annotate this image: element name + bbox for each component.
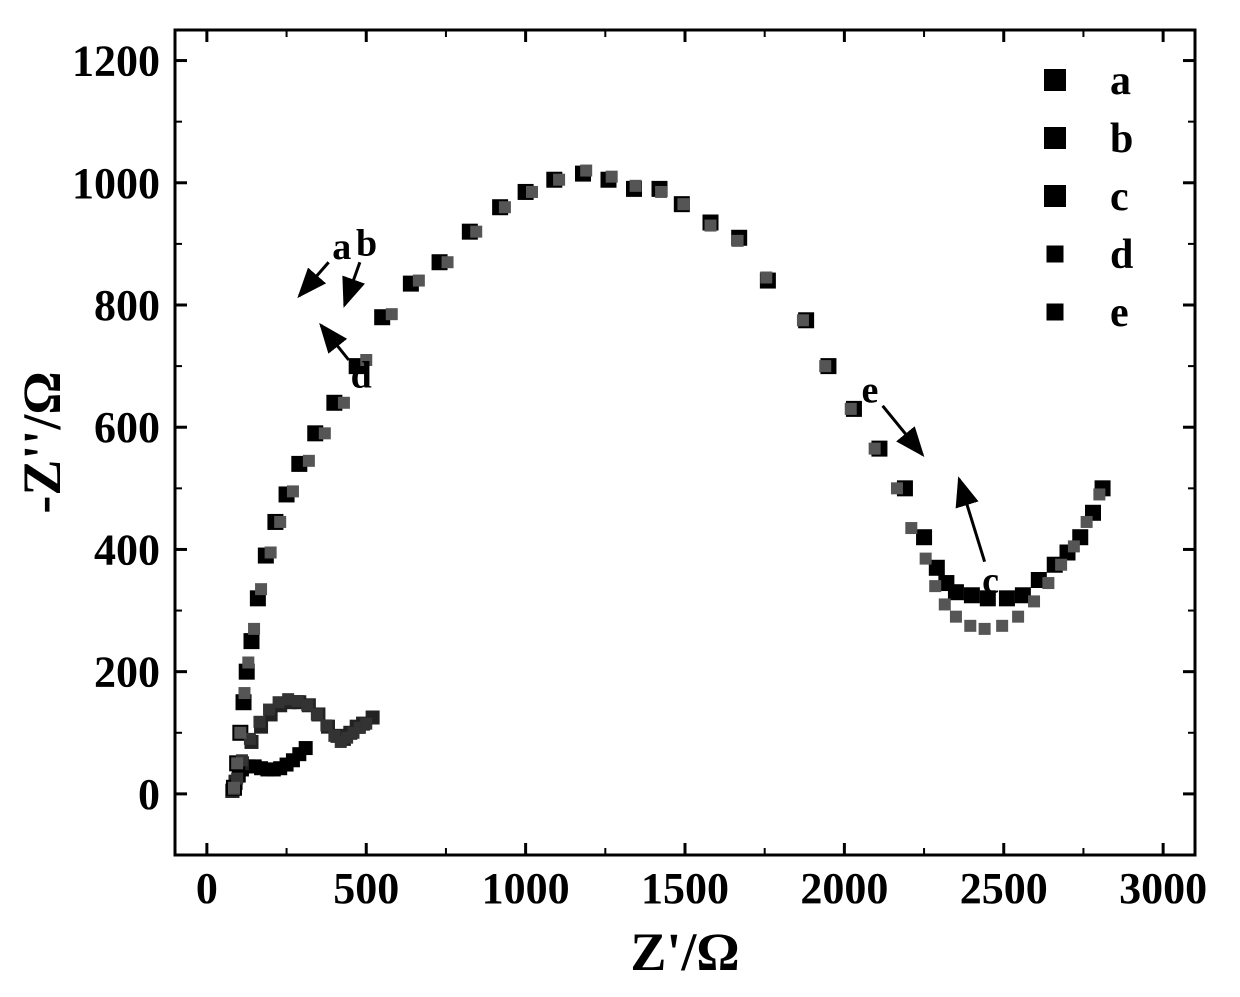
legend-item-e: e xyxy=(1110,290,1129,336)
x-axis-label: Z'/Ω xyxy=(630,922,739,982)
svg-text:1000: 1000 xyxy=(72,159,160,208)
svg-text:2000: 2000 xyxy=(800,864,888,913)
annotation-c: c xyxy=(982,560,999,602)
svg-text:2500: 2500 xyxy=(960,864,1048,913)
svg-text:500: 500 xyxy=(333,864,399,913)
svg-text:1500: 1500 xyxy=(641,864,729,913)
svg-text:0: 0 xyxy=(138,770,160,819)
svg-text:0: 0 xyxy=(196,864,218,913)
legend-item-c: c xyxy=(1110,174,1129,220)
legend-item-d: d xyxy=(1110,232,1133,278)
svg-text:600: 600 xyxy=(94,403,160,452)
svg-text:800: 800 xyxy=(94,281,160,330)
svg-text:400: 400 xyxy=(94,525,160,574)
svg-text:1000: 1000 xyxy=(482,864,570,913)
legend-item-b: b xyxy=(1110,116,1133,162)
nyquist-plot: 0 500 1000 1500 2000 2500 3000 0 200 400 600 800 100… xyxy=(0,0,1240,997)
svg-text:3000: 3000 xyxy=(1119,864,1207,913)
legend-item-a: a xyxy=(1110,58,1131,104)
svg-text:1200: 1200 xyxy=(72,37,160,86)
svg-text:200: 200 xyxy=(94,648,160,697)
annotation-b: b xyxy=(356,222,377,264)
chart-svg: 0 500 1000 1500 2000 2500 3000 0 200 400 600 800 100… xyxy=(0,0,1240,997)
annotation-a: a xyxy=(332,226,351,268)
annotation-d: d xyxy=(351,355,372,397)
annotation-e: e xyxy=(862,369,879,411)
y-axis-label: -Z''/Ω xyxy=(12,371,72,513)
